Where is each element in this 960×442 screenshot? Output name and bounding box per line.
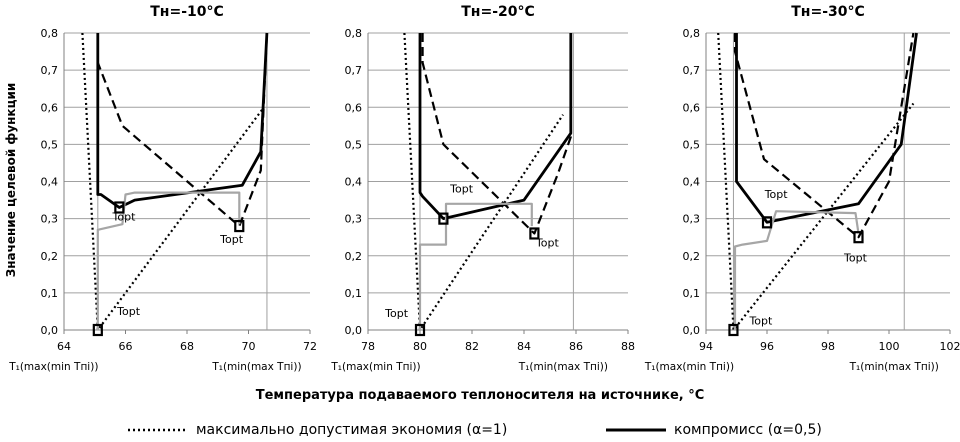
optimum-marker	[414, 323, 426, 337]
optimum-marker	[529, 227, 540, 240]
x-tick-label: 86	[569, 340, 583, 353]
series-line-gray	[96, 191, 241, 330]
series-line-solid	[418, 33, 573, 221]
optimum-marker	[234, 219, 245, 233]
x-tick-label: 82	[465, 340, 479, 353]
y-tick-label: 0,2	[41, 250, 59, 263]
legend-item-dotted: максимально допустимая экономия (α=1)	[128, 420, 507, 440]
boundary-label: T₁(max(min Tпi))	[330, 361, 420, 373]
chart-title: Тн=-30°С	[791, 4, 865, 20]
y-tick-label: 0,3	[41, 213, 59, 226]
x-tick-label: 102	[940, 340, 960, 353]
optimum-marker	[728, 323, 739, 337]
boundary-label: T₁(max(min Tпi))	[8, 361, 98, 373]
y-tick-label: 0,5	[345, 138, 363, 151]
x-tick-label: 84	[517, 340, 531, 353]
y-tick-label: 0,6	[41, 101, 59, 114]
x-tick-label: 78	[361, 340, 375, 353]
series-line-dashed	[96, 32, 268, 228]
y-tick-label: 0,1	[345, 287, 363, 300]
y-tick-label: 0,5	[41, 138, 59, 151]
series-line-dotted	[717, 32, 915, 332]
y-tick-label: 0,5	[683, 138, 701, 151]
y-tick-label: 0,3	[345, 213, 363, 226]
x-tick-label: 66	[119, 340, 133, 353]
topt-label: Topt	[764, 188, 789, 201]
topt-label: Topt	[535, 236, 560, 249]
series-line-dashed	[733, 32, 915, 239]
topt-label: Topt	[219, 233, 244, 246]
topt-label: Topt	[843, 251, 868, 264]
y-tick-label: 0,0	[345, 324, 363, 337]
x-tick-label: 72	[303, 340, 317, 353]
boundary-label: T₁(min(max Tпi))	[849, 361, 939, 373]
optimum-marker	[438, 212, 449, 225]
y-tick-label: 0,0	[41, 324, 59, 337]
y-tick-label: 0,3	[683, 213, 701, 226]
y-tick-label: 0,7	[41, 64, 59, 77]
boundary-label: T₁(min(max Tпi))	[211, 361, 301, 373]
chart-title: Тн=-20°С	[461, 4, 535, 20]
y-tick-label: 0,8	[345, 27, 363, 40]
y-tick-label: 0,6	[683, 101, 701, 114]
series-line-solid	[96, 32, 269, 209]
y-tick-label: 0,4	[41, 176, 59, 189]
x-tick-label: 88	[621, 340, 635, 353]
y-tick-label: 0,4	[683, 176, 701, 189]
legend-label-solid: компромисс (α=0,5)	[674, 422, 822, 438]
optimum-marker	[92, 323, 103, 337]
y-tick-label: 0,1	[683, 287, 701, 300]
legend-swatch-solid	[606, 428, 666, 432]
legend-label-dotted: максимально допустимая экономия (α=1)	[196, 422, 508, 438]
x-axis-label: Температура подаваемого теплоносителя на…	[255, 388, 705, 403]
series-line-solid	[735, 32, 918, 224]
x-tick-label: 94	[699, 340, 713, 353]
topt-label: Topt	[449, 183, 474, 196]
y-tick-label: 0,2	[683, 250, 701, 263]
optimum-marker	[853, 231, 864, 244]
optimum-marker	[114, 201, 125, 214]
y-tick-label: 0,0	[683, 324, 701, 337]
y-tick-label: 0,6	[345, 101, 363, 114]
series-line-gray	[418, 202, 533, 330]
topt-label: Topt	[748, 314, 773, 327]
x-tick-label: 68	[180, 340, 194, 353]
x-tick-label: 80	[413, 340, 427, 353]
legend-swatch-dotted	[128, 428, 188, 432]
y-tick-label: 0,2	[345, 250, 363, 263]
series-line-dashed	[421, 33, 572, 235]
y-tick-label: 0,4	[345, 176, 363, 189]
y-tick-label: 0,8	[41, 27, 59, 40]
boundary-label: T₁(max(min Tпi))	[644, 361, 734, 373]
x-tick-label: 100	[879, 340, 900, 353]
x-tick-label: 64	[57, 340, 71, 353]
optimum-marker	[761, 216, 773, 229]
y-tick-label: 0,7	[345, 64, 363, 77]
chart-title: Тн=-10°С	[150, 4, 224, 20]
legend-item-solid: компромисс (α=0,5)	[606, 420, 822, 440]
x-tick-label: 70	[242, 340, 256, 353]
boundary-label: T₁(min(max Tпi))	[518, 361, 608, 373]
x-tick-label: 96	[760, 340, 774, 353]
y-tick-label: 0,1	[41, 287, 59, 300]
series-line-gray	[733, 210, 860, 330]
y-tick-label: 0,7	[683, 64, 701, 77]
topt-label: Topt	[116, 305, 141, 318]
x-tick-label: 98	[821, 340, 835, 353]
y-tick-label: 0,8	[683, 27, 701, 40]
topt-label: Topt	[112, 210, 137, 223]
topt-label: Topt	[384, 307, 409, 320]
